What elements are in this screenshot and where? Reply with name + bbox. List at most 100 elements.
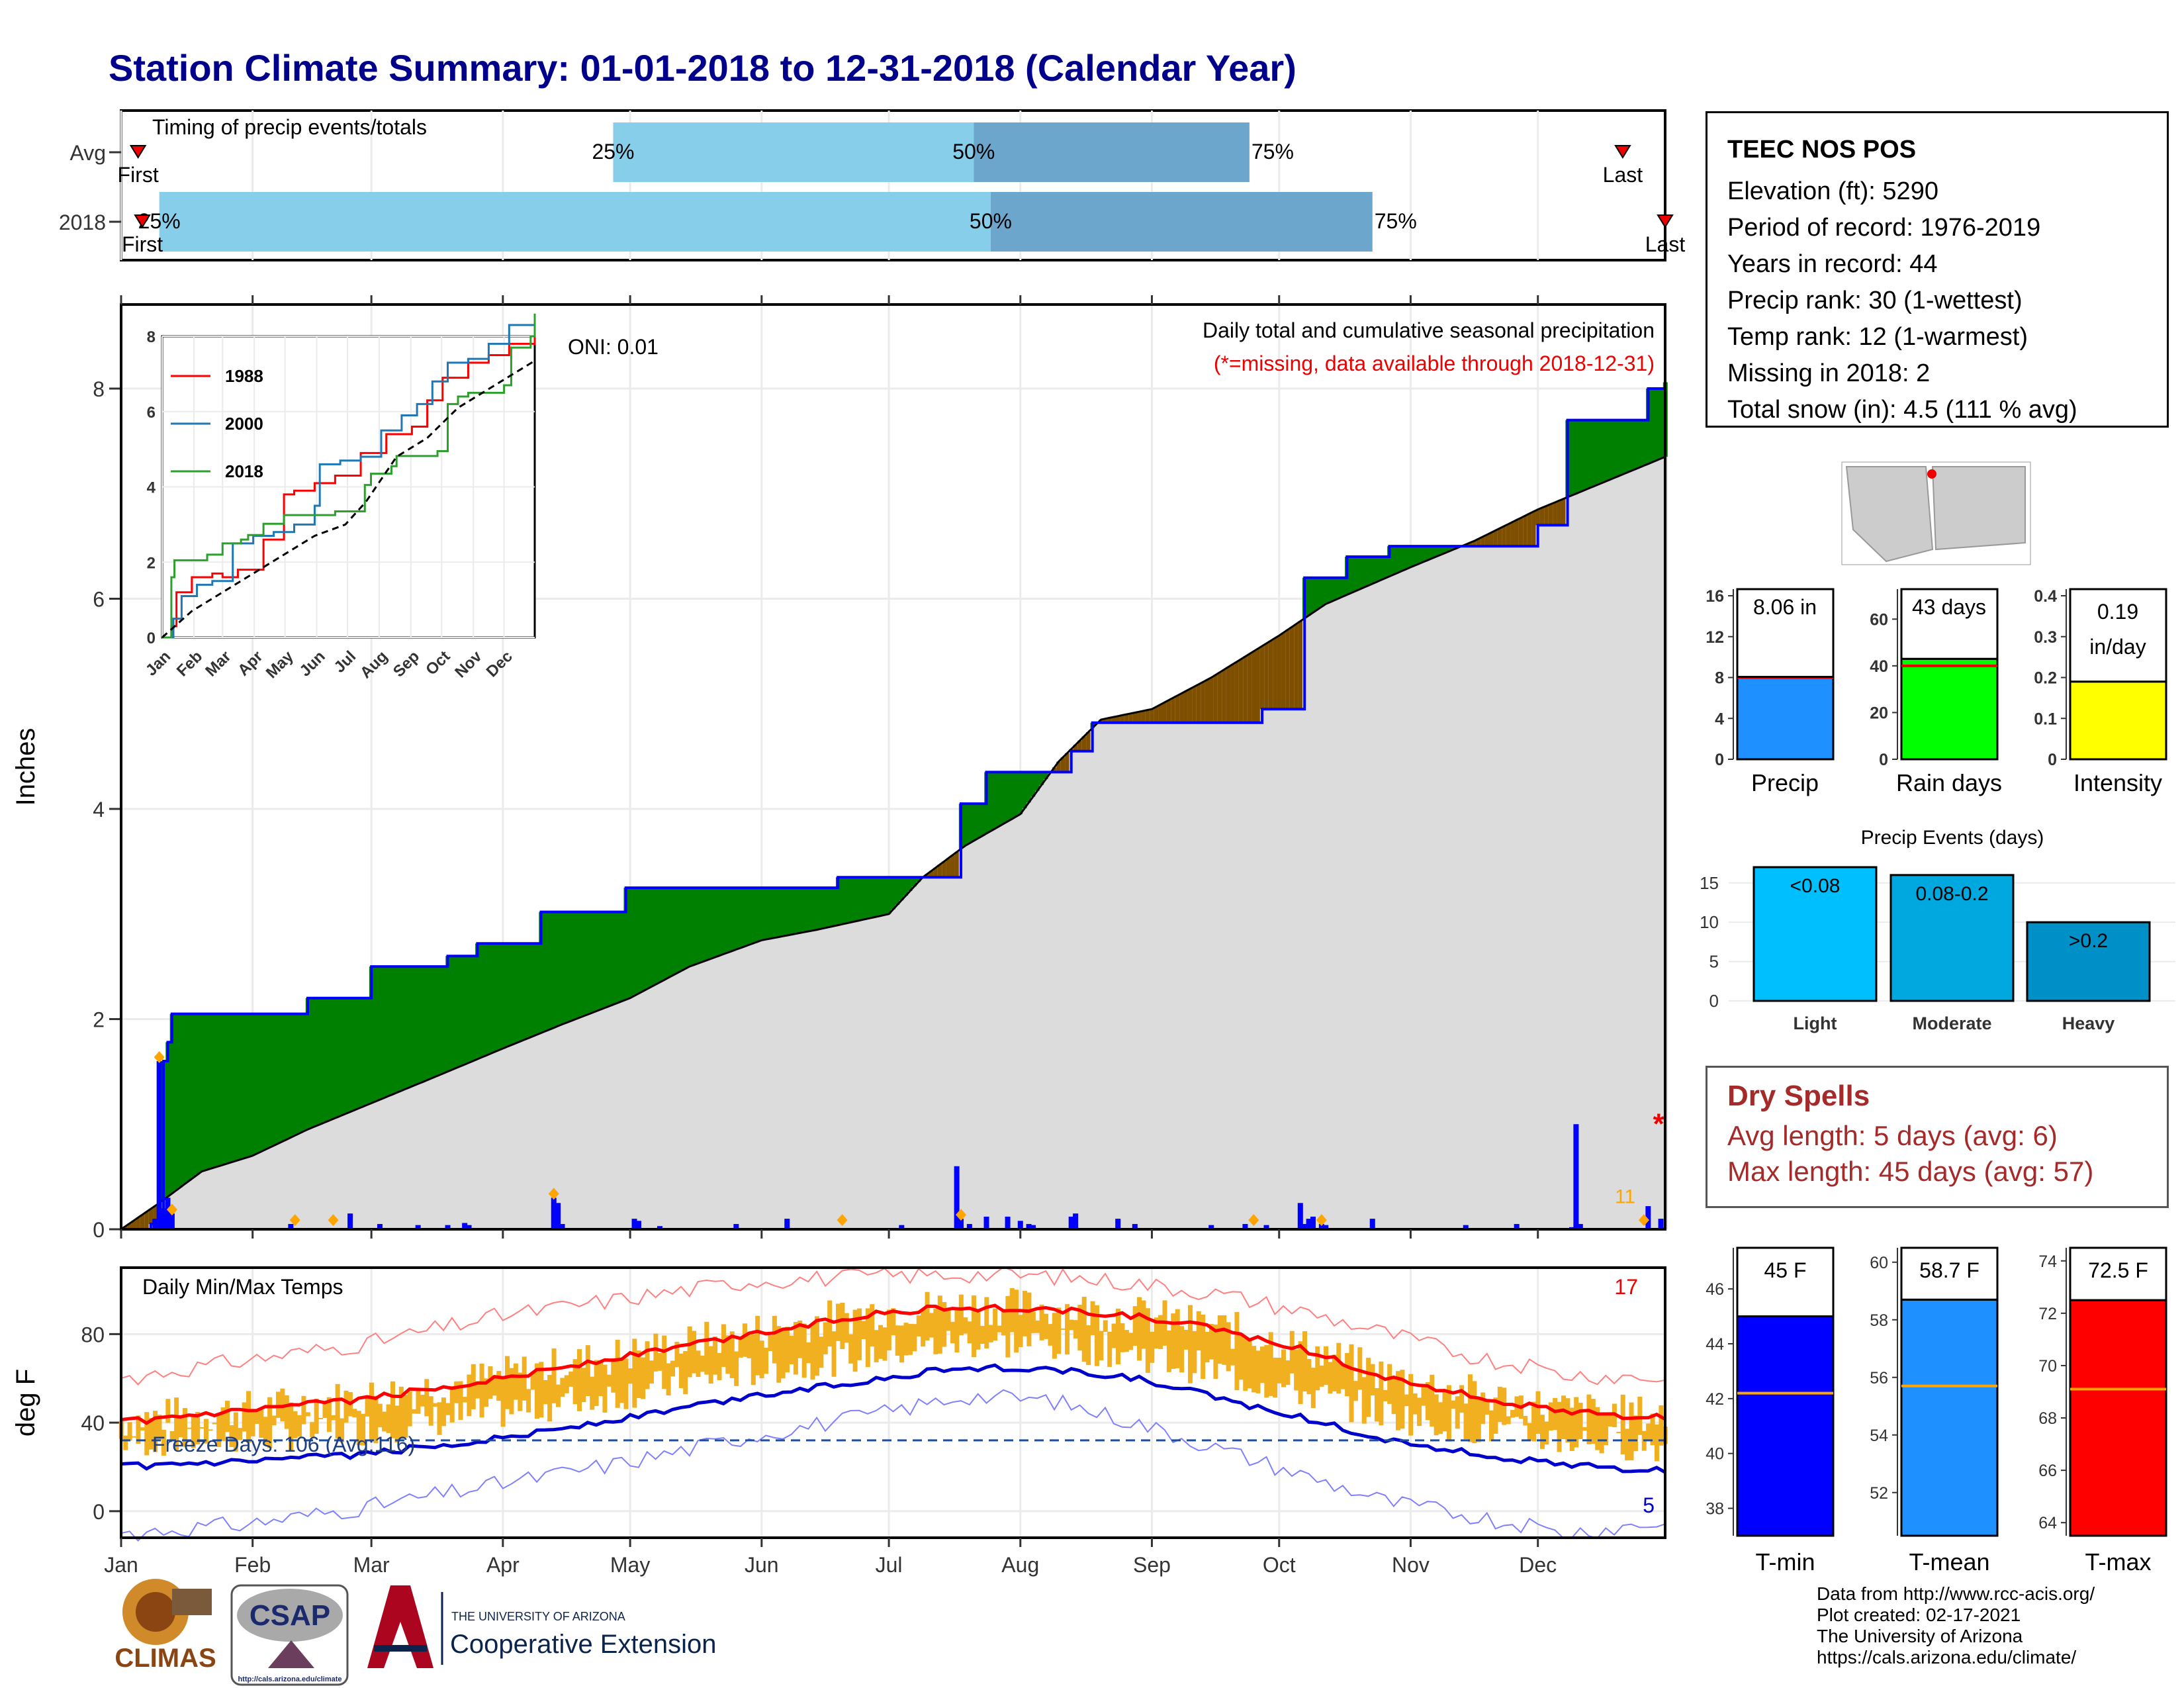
surplus-fill bbox=[225, 1013, 230, 1164]
avg-cumulative-fill bbox=[577, 1017, 582, 1229]
surplus-fill bbox=[692, 888, 697, 965]
summary-ytick-label: 20 bbox=[1870, 704, 1888, 722]
summary-ytick-label: 0.2 bbox=[2034, 669, 2057, 688]
avg-cumulative-fill bbox=[819, 929, 824, 1229]
avg-cumulative-fill bbox=[1005, 821, 1011, 1229]
avg-cumulative-fill bbox=[1400, 571, 1405, 1229]
dry-spells-avg: Avg length: 5 days (avg: 6) bbox=[1727, 1120, 2058, 1151]
daily-temp-bar bbox=[416, 1391, 421, 1414]
daily-temp-bar bbox=[700, 1355, 705, 1372]
avg-cumulative-fill bbox=[1115, 716, 1120, 1229]
avg-cumulative-fill bbox=[1065, 753, 1070, 1229]
surplus-fill bbox=[632, 888, 637, 996]
surplus-fill bbox=[1430, 546, 1435, 559]
avg-cumulative-fill bbox=[275, 1143, 281, 1229]
daily-temp-bar bbox=[428, 1396, 433, 1426]
avg-cumulative-fill bbox=[993, 828, 998, 1229]
daily-temp-bar bbox=[153, 1411, 158, 1452]
daily-precip-bar bbox=[555, 1203, 561, 1229]
daily-temp-bar bbox=[1438, 1402, 1443, 1434]
daily-precip-bar bbox=[1323, 1225, 1329, 1229]
surplus-fill bbox=[997, 772, 1002, 827]
avg-cumulative-fill bbox=[1090, 727, 1095, 1229]
avg-cumulative-fill bbox=[921, 877, 926, 1229]
avg-cumulative-fill bbox=[572, 1019, 578, 1229]
daily-temp-bar bbox=[305, 1412, 310, 1417]
climas-logo-inner bbox=[136, 1592, 175, 1632]
deficit-fill bbox=[1081, 736, 1087, 751]
daily-temp-bar bbox=[407, 1391, 412, 1427]
temp-summary-ytick-label: 64 bbox=[2038, 1514, 2057, 1532]
daily-temp-bar bbox=[954, 1309, 960, 1353]
daily-temp-bar bbox=[1255, 1350, 1261, 1393]
daily-temp-bar bbox=[641, 1357, 646, 1399]
summary-ytick-label: 0 bbox=[1715, 751, 1724, 769]
daily-temp-bar bbox=[314, 1398, 319, 1434]
avg-cumulative-fill bbox=[1641, 465, 1647, 1229]
daily-temp-bar bbox=[912, 1324, 917, 1352]
surplus-fill bbox=[569, 912, 574, 1021]
temp-summary-ytick-label: 74 bbox=[2038, 1252, 2057, 1271]
avg-cumulative-fill bbox=[662, 980, 667, 1229]
climas-logo-text: CLIMAS bbox=[114, 1644, 216, 1673]
avg-cumulative-fill bbox=[1264, 643, 1269, 1229]
daily-precip-bar bbox=[445, 1225, 451, 1229]
temp-frame bbox=[120, 1266, 1666, 1539]
daily-temp-bar bbox=[950, 1321, 956, 1344]
ua-small-text: THE UNIVERSITY OF ARIZONA bbox=[451, 1610, 625, 1623]
avg-cumulative-fill bbox=[382, 1098, 387, 1229]
surplus-fill bbox=[296, 1013, 302, 1134]
daily-temp-bar bbox=[1633, 1415, 1638, 1452]
daily-temp-bar bbox=[972, 1295, 977, 1358]
avg-cumulative-fill bbox=[564, 1022, 569, 1229]
temp-summary-value-label: 45 F bbox=[1764, 1258, 1806, 1282]
month-label: Jul bbox=[876, 1553, 903, 1577]
avg-cumulative-fill bbox=[547, 1029, 553, 1229]
avg-cumulative-fill bbox=[1361, 587, 1367, 1229]
csap-url-text: http://cals.arizona.edu/climate bbox=[238, 1675, 341, 1683]
daily-precip-bar bbox=[1263, 1225, 1269, 1229]
avg-cumulative-fill bbox=[284, 1139, 289, 1229]
surplus-fill bbox=[412, 966, 417, 1086]
surplus-fill bbox=[594, 912, 599, 1011]
avg-cumulative-fill bbox=[1073, 745, 1078, 1229]
surplus-fill bbox=[602, 912, 608, 1008]
daily-temp-bar bbox=[242, 1402, 247, 1432]
daily-temp-bar bbox=[1467, 1374, 1473, 1442]
deficit-fill bbox=[1514, 520, 1520, 547]
daily-temp-bar bbox=[551, 1348, 557, 1403]
daily-temp-bar bbox=[1005, 1295, 1011, 1358]
deficit-fill bbox=[954, 852, 960, 878]
surplus-fill bbox=[1336, 577, 1342, 599]
avg-cumulative-fill bbox=[692, 964, 697, 1229]
daily-temp-bar bbox=[1319, 1365, 1324, 1387]
avg-cumulative-fill bbox=[1048, 773, 1053, 1229]
avg-cumulative-fill bbox=[530, 1036, 535, 1229]
precip-ytick-label: 2 bbox=[93, 1008, 105, 1032]
avg-cumulative-fill bbox=[1502, 526, 1507, 1229]
avg-cumulative-fill bbox=[963, 845, 968, 1229]
temp-summary-ytick-label: 68 bbox=[2038, 1409, 2057, 1428]
daily-temp-bar bbox=[259, 1409, 264, 1438]
daily-temp-bar bbox=[632, 1338, 637, 1408]
daily-temp-bar bbox=[382, 1411, 387, 1432]
precip-events-bar-label: 0.08-0.2 bbox=[1915, 883, 1988, 905]
avg-cumulative-fill bbox=[1201, 682, 1206, 1229]
precip-ylabel: Inches bbox=[11, 728, 40, 806]
record-precip-marker bbox=[166, 1203, 177, 1216]
daily-temp-bar bbox=[1659, 1405, 1664, 1446]
surplus-fill bbox=[1026, 772, 1032, 803]
avg-cumulative-fill bbox=[861, 919, 866, 1229]
inset-ytick-label: 4 bbox=[147, 479, 156, 497]
daily-temp-bar bbox=[649, 1360, 654, 1384]
surplus-fill bbox=[280, 1013, 285, 1142]
avg-cumulative-fill bbox=[789, 934, 794, 1229]
temp-summary-ytick-label: 70 bbox=[2038, 1357, 2057, 1376]
avg-cumulative-fill bbox=[1069, 749, 1074, 1229]
surplus-fill bbox=[433, 966, 438, 1077]
avg-cumulative-fill bbox=[683, 968, 688, 1229]
avg-cumulative-fill bbox=[195, 1174, 201, 1229]
avg-cumulative-fill bbox=[1370, 583, 1375, 1229]
daily-temp-bar bbox=[1539, 1415, 1545, 1449]
missing-marker: * bbox=[1653, 1107, 1665, 1140]
